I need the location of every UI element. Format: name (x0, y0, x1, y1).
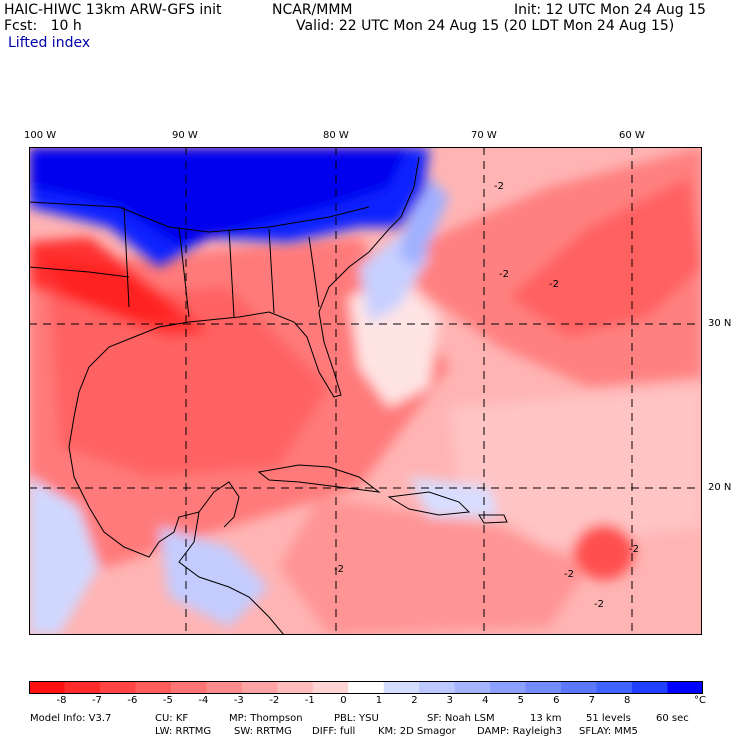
org-label: NCAR/MMM (272, 2, 353, 18)
shaded-field (29, 147, 702, 635)
colorbar-tick-label: 5 (517, 695, 524, 706)
colorbar-swatch (490, 681, 527, 694)
colorbar-swatch (64, 681, 101, 694)
colorbar-swatch (241, 681, 278, 694)
damp-scheme: DAMP: Rayleigh3 (477, 726, 563, 737)
lon-label-60w: 60 W (619, 130, 645, 141)
contour-label: -2 (594, 599, 604, 610)
colorbar-tick-label: 3 (446, 695, 454, 706)
colorbar-swatch (348, 681, 385, 694)
colorbar-swatch (312, 681, 349, 694)
colorbar-swatch (135, 681, 172, 694)
colorbar-tick-label: 8 (624, 695, 631, 706)
lon-label-70w: 70 W (471, 130, 497, 141)
graticule (29, 147, 702, 635)
km-scheme: KM: 2D Smagor (378, 726, 456, 737)
colorbar-swatch (561, 681, 598, 694)
colorbar-tick-label: 1 (375, 695, 383, 706)
colorbar-swatch (170, 681, 207, 694)
colorbar-tick-label: -3 (233, 695, 244, 706)
sf-scheme: SF: Noah LSM (427, 713, 495, 724)
colorbar-tick-label: -1 (304, 695, 315, 706)
colorbar-tick-label: 7 (588, 695, 595, 706)
cu-scheme: CU: KF (155, 713, 189, 724)
forecast-hour: Fcst: 10 h (4, 18, 82, 34)
colorbar-tick-label: 0 (340, 695, 347, 706)
colorbar-swatch (525, 681, 562, 694)
colorbar-frame (29, 681, 703, 694)
sw-scheme: SW: RRTMG (234, 726, 292, 737)
model-title: HAIC-HIWC 13km ARW-GFS init (4, 2, 222, 18)
contour-label: -2 (494, 181, 504, 192)
coastlines (29, 156, 508, 635)
lat-label-30n: 30 N (708, 318, 732, 329)
colorbar-tick-label: 2 (411, 695, 418, 706)
init-time: Init: 12 UTC Mon 24 Aug 15 (514, 2, 706, 18)
field-name: Lifted index (8, 35, 91, 51)
lifted-index-map: -2 -2 -2 -2 -2 -2 -2 (29, 147, 702, 635)
colorbar-tick-label: 6 (553, 695, 560, 706)
lw-scheme: LW: RRTMG (155, 726, 212, 737)
colorbar-tick-label: -5 (162, 695, 173, 706)
contour-label: -2 (629, 544, 639, 555)
colorbar-swatch (454, 681, 491, 694)
lon-label-80w: 80 W (323, 130, 349, 141)
colorbar-swatch (667, 681, 703, 694)
colorbar-tick-label: 4 (482, 695, 489, 706)
colorbar-swatch (383, 681, 420, 694)
colorbar-swatch (632, 681, 669, 694)
contour-label: -2 (334, 564, 344, 575)
lon-label-90w: 90 W (172, 130, 198, 141)
colorbar (29, 681, 703, 694)
timestep: 60 sec (656, 713, 689, 724)
colorbar-tick-label: -8 (56, 695, 67, 706)
map-frame (29, 147, 702, 635)
colorbar-swatch (419, 681, 456, 694)
sflay-scheme: SFLAY: MM5 (579, 726, 638, 737)
pbl-scheme: PBL: YSU (334, 713, 379, 724)
colorbar-tick-label: -4 (198, 695, 209, 706)
model-info: Model Info: V3.7 (30, 713, 112, 724)
levels: 51 levels (586, 713, 631, 724)
colorbar-tick-label: -6 (127, 695, 138, 706)
colorbar-swatch (206, 681, 243, 694)
contour-label: -2 (564, 569, 574, 580)
colorbar-unit: °C (694, 695, 706, 706)
colorbar-tick-label: -7 (91, 695, 102, 706)
lon-label-100w: 100 W (24, 130, 57, 141)
resolution: 13 km (530, 713, 562, 724)
lat-label-20n: 20 N (708, 482, 732, 493)
colorbar-swatch (99, 681, 136, 694)
colorbar-swatch (29, 681, 65, 694)
mp-scheme: MP: Thompson (229, 713, 303, 724)
colorbar-swatch (277, 681, 314, 694)
colorbar-tick-label: -2 (269, 695, 280, 706)
contour-label: -2 (499, 269, 509, 280)
diff-scheme: DIFF: full (312, 726, 356, 737)
valid-time: Valid: 22 UTC Mon 24 Aug 15 (20 LDT Mon … (296, 18, 675, 34)
contour-label: -2 (549, 279, 559, 290)
colorbar-swatch (596, 681, 633, 694)
